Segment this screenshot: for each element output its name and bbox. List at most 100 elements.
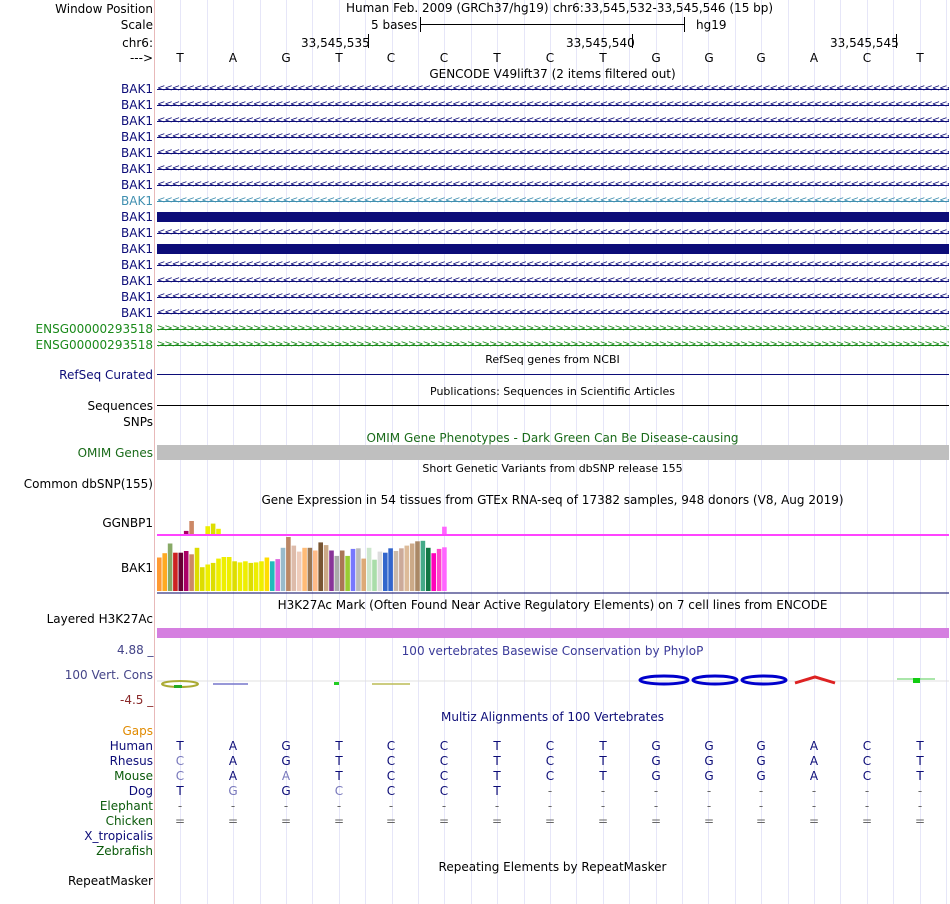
gtex-bak1-bar[interactable] <box>431 553 436 591</box>
gtex-ggnbp1-bar[interactable] <box>210 523 216 534</box>
species-label[interactable]: Mouse <box>114 769 153 783</box>
gtex-bak1-bar[interactable] <box>399 548 404 591</box>
omim-title[interactable]: OMIM Gene Phenotypes - Dark Green Can Be… <box>366 431 739 445</box>
gencode-track-intron[interactable]: >>>>>>>>>>>>>>>>>>>>>>>>>>>>>>>>>>>>>>>>… <box>157 339 949 350</box>
gtex-bak1-bar[interactable] <box>162 553 167 591</box>
gtex-bak1-bar[interactable] <box>205 564 210 592</box>
gtex-bak1-bar[interactable] <box>221 557 227 591</box>
gencode-track-intron[interactable]: <<<<<<<<<<<<<<<<<<<<<<<<<<<<<<<<<<<<<<<<… <box>157 131 949 142</box>
gencode-track-label[interactable]: BAK1 <box>121 82 153 96</box>
gencode-track-exon[interactable] <box>157 244 949 254</box>
h3k27ac-bar[interactable] <box>157 628 949 638</box>
gencode-track-label[interactable]: BAK1 <box>121 194 153 208</box>
gencode-track-intron[interactable]: <<<<<<<<<<<<<<<<<<<<<<<<<<<<<<<<<<<<<<<<… <box>157 115 949 126</box>
gencode-track-intron[interactable]: <<<<<<<<<<<<<<<<<<<<<<<<<<<<<<<<<<<<<<<<… <box>157 291 949 302</box>
gtex-bak1-bar[interactable] <box>178 552 184 591</box>
gtex-bak1-bar[interactable] <box>377 551 383 591</box>
gtex-bak1-bar[interactable] <box>307 547 313 591</box>
gtex-bak1-bar[interactable] <box>243 561 248 591</box>
gencode-track-label[interactable]: BAK1 <box>121 274 153 288</box>
dbsnp-label[interactable]: Common dbSNP(155) <box>23 477 153 491</box>
gtex-bak1-bar[interactable] <box>388 548 393 591</box>
gencode-track-label[interactable]: BAK1 <box>121 242 153 256</box>
gencode-track-label[interactable]: ENSG00000293518 <box>35 322 153 336</box>
gtex-bak1-bar[interactable] <box>361 558 366 591</box>
gtex-bak1-bar[interactable] <box>334 555 340 591</box>
gencode-track-label[interactable]: BAK1 <box>121 226 153 240</box>
gtex-bak1-bar[interactable] <box>157 557 162 592</box>
gtex-bak1-bar[interactable] <box>200 567 205 591</box>
gtex-bak1-bar[interactable] <box>383 552 388 591</box>
gtex-bak1-bar[interactable] <box>442 547 447 591</box>
publications-title[interactable]: Publications: Sequences in Scientific Ar… <box>430 385 675 398</box>
species-label[interactable]: X_tropicalis <box>84 829 153 843</box>
gencode-track-label[interactable]: BAK1 <box>121 306 153 320</box>
gtex-bak1-bar[interactable] <box>366 547 372 591</box>
gtex-bak1-bar[interactable] <box>318 542 323 591</box>
species-label[interactable]: Elephant <box>99 799 153 813</box>
gencode-track-label[interactable]: BAK1 <box>121 258 153 272</box>
gencode-track-intron[interactable]: <<<<<<<<<<<<<<<<<<<<<<<<<<<<<<<<<<<<<<<<… <box>157 163 949 174</box>
phylop-plot[interactable] <box>0 670 950 690</box>
species-label[interactable]: Zebrafish <box>96 844 153 858</box>
repeatmasker-title[interactable]: Repeating Elements by RepeatMasker <box>438 860 667 874</box>
publications-line[interactable] <box>157 405 949 406</box>
species-label[interactable]: Chicken <box>105 814 153 828</box>
gtex-gene-bak1[interactable]: BAK1 <box>121 561 153 575</box>
gtex-bak1-bar[interactable] <box>286 537 291 591</box>
gtex-bak1-bar[interactable] <box>253 562 259 591</box>
gencode-track-label[interactable]: BAK1 <box>121 290 153 304</box>
gtex-bak1-bar[interactable] <box>409 543 415 592</box>
gtex-bak1-bar[interactable] <box>232 561 237 591</box>
gtex-bak1-bar[interactable] <box>210 562 216 591</box>
gencode-track-intron[interactable]: <<<<<<<<<<<<<<<<<<<<<<<<<<<<<<<<<<<<<<<<… <box>157 307 949 318</box>
gtex-bak1-bar[interactable] <box>415 541 420 591</box>
gtex-bak1-bar[interactable] <box>291 545 297 591</box>
gtex-bak1-bar[interactable] <box>173 552 178 591</box>
gencode-title[interactable]: GENCODE V49lift37 (2 items filtered out) <box>429 67 676 81</box>
gtex-bak1-bar[interactable] <box>345 555 350 591</box>
species-label[interactable]: Human <box>109 739 153 753</box>
gencode-track-label[interactable]: BAK1 <box>121 210 153 224</box>
gencode-track-intron[interactable]: <<<<<<<<<<<<<<<<<<<<<<<<<<<<<<<<<<<<<<<<… <box>157 179 949 190</box>
gtex-bak1-bar[interactable] <box>372 559 377 591</box>
multiz-title[interactable]: Multiz Alignments of 100 Vertebrates <box>440 710 665 724</box>
h3k27ac-title[interactable]: H3K27Ac Mark (Often Found Near Active Re… <box>277 598 828 612</box>
gtex-bak1-bar[interactable] <box>167 543 173 592</box>
gaps-label[interactable]: Gaps <box>122 724 153 738</box>
snps-label[interactable]: SNPs <box>123 415 153 429</box>
gencode-track-intron[interactable]: <<<<<<<<<<<<<<<<<<<<<<<<<<<<<<<<<<<<<<<<… <box>157 227 949 238</box>
gtex-ggnbp1-bar[interactable] <box>189 521 194 534</box>
omim-label[interactable]: OMIM Genes <box>77 446 153 460</box>
phylop-title[interactable]: 100 vertebrates Basewise Conservation by… <box>401 644 704 658</box>
gtex-bak1-bar[interactable] <box>420 540 426 591</box>
gtex-bak1-bar[interactable] <box>226 557 232 591</box>
gtex-bak1-bar[interactable] <box>270 561 275 591</box>
gencode-track-intron[interactable]: <<<<<<<<<<<<<<<<<<<<<<<<<<<<<<<<<<<<<<<<… <box>157 83 949 94</box>
gencode-track-label[interactable]: BAK1 <box>121 162 153 176</box>
gtex-bak1-bar[interactable] <box>404 545 410 591</box>
species-label[interactable]: Rhesus <box>109 754 153 768</box>
gtex-bak1-bar[interactable] <box>248 562 254 591</box>
gtex-bak1-bar[interactable] <box>189 554 194 591</box>
gencode-track-label[interactable]: ENSG00000293518 <box>35 338 153 352</box>
gencode-track-label[interactable]: BAK1 <box>121 130 153 144</box>
gtex-bak1-bar[interactable] <box>302 547 307 591</box>
gtex-ggnbp1-bar[interactable] <box>183 530 189 534</box>
gencode-track-intron[interactable]: <<<<<<<<<<<<<<<<<<<<<<<<<<<<<<<<<<<<<<<<… <box>157 147 949 158</box>
gtex-bak1-bar[interactable] <box>259 561 264 591</box>
gencode-track-exon[interactable] <box>157 212 949 222</box>
gtex-bak1-bar[interactable] <box>426 547 431 591</box>
gencode-track-intron[interactable]: <<<<<<<<<<<<<<<<<<<<<<<<<<<<<<<<<<<<<<<<… <box>157 275 949 286</box>
refseq-label[interactable]: RefSeq Curated <box>59 368 153 382</box>
gencode-track-intron[interactable]: <<<<<<<<<<<<<<<<<<<<<<<<<<<<<<<<<<<<<<<<… <box>157 259 949 270</box>
gtex-bak1-bar[interactable] <box>313 550 318 592</box>
phylop-label[interactable]: 100 Vert. Cons <box>64 668 153 682</box>
dbsnp-title[interactable]: Short Genetic Variants from dbSNP releas… <box>422 462 683 475</box>
gtex-bak1-bar[interactable] <box>339 550 345 592</box>
publications-label[interactable]: Sequences <box>87 399 153 413</box>
refseq-line[interactable] <box>157 374 949 375</box>
gtex-title[interactable]: Gene Expression in 54 tissues from GTEx … <box>261 493 844 507</box>
repeatmasker-label[interactable]: RepeatMasker <box>67 874 153 888</box>
omim-bar[interactable] <box>157 445 949 460</box>
